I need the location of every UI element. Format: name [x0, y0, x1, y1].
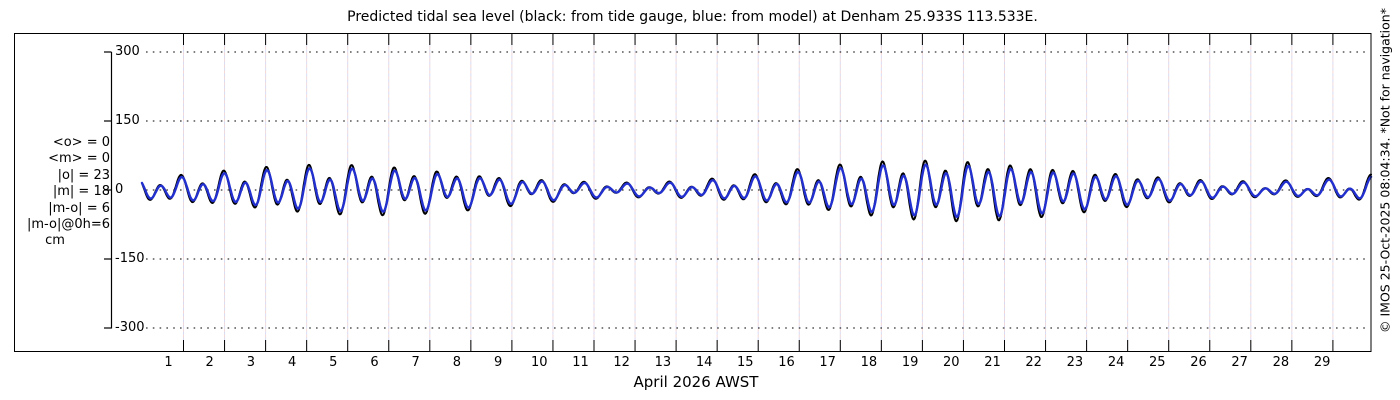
x-tick-label: 24	[1107, 355, 1125, 370]
x-tick-label: 28	[1272, 355, 1290, 370]
x-tick-label: 5	[329, 355, 338, 370]
x-tick-label: 11	[572, 355, 589, 370]
y-tick-label: -150	[115, 251, 145, 266]
x-tick-label: 27	[1231, 355, 1248, 370]
stat-line: <o> = 0	[52, 135, 110, 150]
y-tick-label: -300	[115, 320, 145, 335]
x-tick-label: 25	[1149, 355, 1166, 370]
stats-block: <o> = 0 <m> = 0 |o| = 23 |m| = 18 |m-o| = 6 |…	[14, 135, 110, 250]
x-tick-label: 17	[819, 355, 836, 370]
y-tick-label: 0	[115, 182, 124, 197]
y-tick-label: 300	[115, 44, 140, 59]
x-tick-label: 9	[493, 355, 503, 370]
x-tick-label: 10	[531, 355, 548, 370]
stat-line: <m> = 0	[48, 151, 110, 167]
stat-line: |m-o|@0h=6	[27, 217, 110, 233]
x-tick-label: 18	[860, 355, 878, 370]
x-tick-label: 6	[370, 355, 379, 370]
x-tick-label: 23	[1066, 355, 1084, 370]
x-tick-label: 8	[452, 355, 462, 370]
x-tick-label: 19	[901, 355, 919, 370]
plot-frame	[14, 33, 1372, 352]
x-tick-label: 14	[695, 355, 713, 370]
x-tick-label: 22	[1025, 355, 1042, 370]
attribution-text: © IMOS 25-Oct-2025 08:04:34. *Not for na…	[1377, 8, 1393, 333]
stat-line: cm	[45, 233, 65, 249]
x-tick-label: 4	[287, 355, 297, 370]
x-tick-label: 7	[411, 355, 420, 370]
x-tick-label: 20	[943, 355, 960, 370]
x-tick-label: 1	[164, 355, 173, 370]
model-series-line	[140, 163, 1373, 219]
x-tick-label: 3	[246, 355, 256, 370]
y-tick-label: 150	[115, 113, 140, 128]
x-tick-label: 26	[1190, 355, 1207, 370]
stat-line: |m| = 18	[52, 184, 110, 200]
x-tick-label: 16	[778, 355, 795, 370]
x-tick-label: 12	[613, 355, 630, 370]
x-tick-label: 21	[984, 355, 1001, 370]
x-tick-label: 13	[654, 355, 672, 370]
stat-line: |o| = 23	[57, 167, 110, 183]
x-tick-label: 15	[737, 355, 754, 370]
chart-title: Predicted tidal sea level (black: from t…	[347, 9, 1038, 25]
x-tick-label: 29	[1313, 355, 1331, 370]
stat-line: |m-o| = 6	[48, 200, 110, 216]
x-axis-title: April 2026 AWST	[633, 373, 759, 391]
x-tick-label: 2	[205, 355, 214, 370]
